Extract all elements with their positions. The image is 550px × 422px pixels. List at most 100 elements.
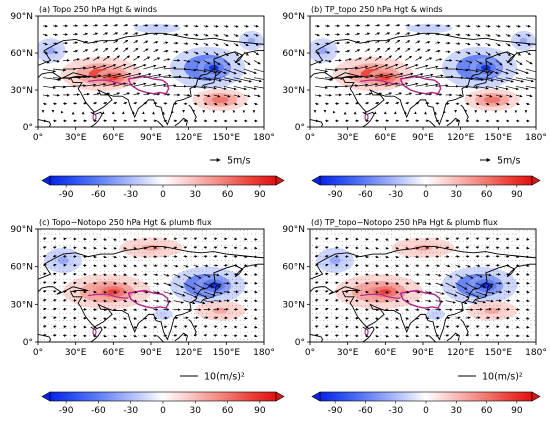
stipple-dot	[51, 275, 53, 276]
stipple-dot	[187, 263, 188, 265]
stipple-dot	[361, 297, 362, 299]
vector-arrow	[365, 308, 369, 311]
stipple-dot	[481, 339, 483, 340]
vector-arrow	[405, 24, 411, 27]
vector-arrow	[243, 77, 262, 83]
stipple-dot	[432, 271, 434, 273]
vector-arrow	[385, 238, 389, 241]
vector-arrow	[375, 334, 379, 338]
stipple-dot	[74, 339, 75, 340]
stipple-dot	[368, 282, 370, 284]
stipple-dot	[349, 275, 351, 276]
vector-arrow	[405, 334, 409, 338]
stipple-dot	[209, 339, 211, 340]
stipple-dot	[254, 331, 256, 333]
vector-arrow	[173, 246, 178, 250]
vector-arrow	[375, 64, 389, 70]
stipple-dot	[187, 278, 188, 280]
stipple-dot	[327, 339, 328, 340]
stipple-dot	[406, 271, 408, 273]
vector-arrow	[415, 101, 420, 105]
stipple-dot	[425, 267, 426, 269]
stipple-dot	[58, 233, 60, 235]
vector-arrow	[465, 282, 478, 290]
stipple-dot	[262, 320, 264, 322]
stipple-dot	[447, 244, 449, 246]
stipple-dot	[466, 282, 468, 284]
stipple-dot	[247, 241, 249, 242]
stipple-dot	[153, 237, 154, 239]
stipple-dot	[342, 286, 343, 288]
vector-arrow	[143, 40, 149, 44]
stipple-dot	[183, 327, 184, 329]
stipple-dot	[391, 233, 392, 235]
vector-arrow	[365, 334, 369, 338]
stipple-dot	[251, 305, 252, 306]
stipple-dot	[156, 237, 158, 239]
stipple-dot	[107, 271, 109, 273]
vector-arrow	[243, 60, 251, 65]
vector-arrow	[253, 273, 258, 276]
stipple-dot	[77, 339, 79, 340]
stipple-dot	[421, 297, 423, 299]
stipple-dot	[379, 233, 381, 235]
stipple-dot	[519, 278, 521, 280]
stipple-dot	[383, 293, 385, 295]
stipple-dot	[111, 339, 113, 340]
vector-arrow	[435, 264, 440, 268]
stipple-dot	[398, 260, 400, 261]
vector-arrow	[465, 60, 473, 64]
stipple-dot	[236, 293, 237, 295]
colorbar-tick-label: -60	[91, 406, 106, 416]
vector-arrow	[455, 316, 461, 320]
vector-arrow	[93, 272, 97, 276]
vector-arrow	[445, 291, 458, 297]
stipple-dot	[164, 290, 166, 291]
stipple-dot	[372, 275, 374, 276]
stipple-dot	[342, 335, 343, 337]
stipple-dot	[217, 327, 218, 329]
vector-arrow	[93, 48, 99, 53]
stipple-dot	[379, 248, 381, 250]
vector-arrow	[525, 24, 531, 28]
stipple-dot	[258, 241, 260, 242]
stipple-dot	[160, 275, 162, 276]
vector-arrow	[515, 102, 520, 106]
stipple-dot	[126, 301, 128, 303]
stipple-dot	[376, 290, 377, 291]
stipple-dot	[123, 275, 124, 276]
vector-arrow	[52, 290, 57, 293]
stipple-dot	[327, 229, 328, 231]
stipple-dot	[432, 252, 434, 254]
coastline	[310, 119, 324, 127]
stipple-dot	[89, 301, 90, 303]
stipple-dot	[330, 267, 332, 269]
stipple-dot	[387, 233, 389, 235]
colorbar	[49, 391, 277, 402]
stipple-dot	[47, 233, 49, 235]
stipple-dot	[236, 320, 237, 322]
stipple-dot	[179, 335, 181, 337]
stipple-dot	[126, 305, 128, 306]
stipple-dot	[160, 282, 162, 284]
vector-arrow	[113, 273, 117, 276]
vector-arrow	[495, 102, 500, 106]
stipple-dot	[383, 286, 385, 288]
stipple-dot	[425, 327, 426, 329]
stipple-dot	[319, 290, 321, 291]
stipple-dot	[330, 297, 332, 299]
vector-arrow	[405, 325, 410, 329]
stipple-dot	[134, 275, 136, 276]
stipple-dot	[104, 263, 105, 265]
vector-arrow	[42, 316, 47, 320]
stipple-dot	[417, 301, 419, 303]
stipple-dot	[406, 327, 408, 329]
stipple-dot	[239, 297, 241, 299]
stipple-dot	[489, 282, 490, 284]
vector-arrow	[425, 32, 431, 36]
stipple-dot	[515, 327, 517, 329]
stipple-dot	[421, 256, 423, 257]
stipple-dot	[330, 275, 332, 276]
vector-arrow	[213, 325, 218, 329]
stipple-dot	[179, 320, 181, 322]
